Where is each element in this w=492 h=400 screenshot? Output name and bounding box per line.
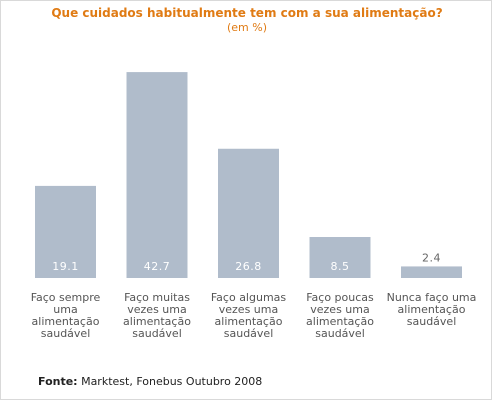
category-label-2: Faço muitas vezes uma alimentação saudável [123,291,191,340]
bar-value-label-1: 19.1 [52,260,79,273]
source-text: Marktest, Fonebus Outubro 2008 [81,375,263,388]
bar-value-label-2: 42.7 [144,260,171,273]
category-label-3: Faço algumas vezes uma alimentação saudável [211,291,287,340]
bar-5 [401,266,462,278]
category-label-5: Nunca faço uma alimentação saudável [387,291,477,328]
bar-3 [218,148,279,278]
chart-subtitle: (em %) [226,21,267,34]
source-note: Fonte: Marktest, Fonebus Outubro 2008 [38,375,262,388]
chart-title: Que cuidados habitualmente tem com a sua… [51,6,443,20]
bar-value-label-5: 2.4 [422,251,441,264]
category-label-1: Faço sempre uma alimentação saudável [31,291,101,340]
bar-2 [126,72,188,278]
bar-4 [309,237,371,278]
bar-value-label-4: 8.5 [331,260,350,273]
category-label-4: Faço poucas vezes uma alimentação saudável [306,291,374,340]
bar-value-label-3: 26.8 [235,260,262,273]
bar-1 [35,185,96,278]
source-label: Fonte: [38,375,78,388]
